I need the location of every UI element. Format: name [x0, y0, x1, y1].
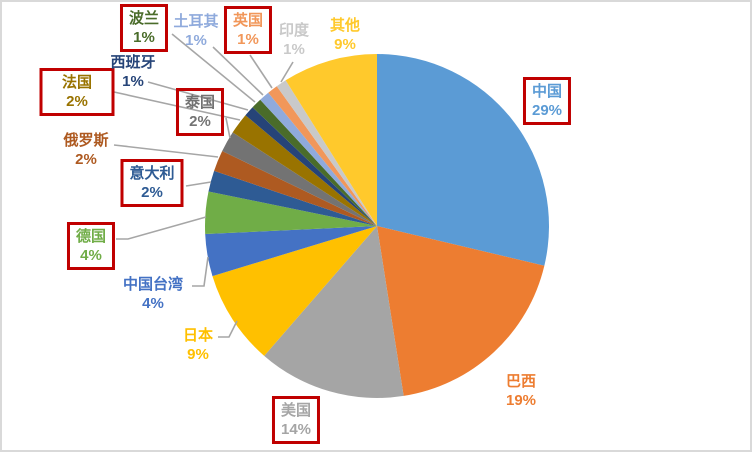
pie-slice-india[interactable]	[276, 80, 377, 226]
pie-slice-brazil[interactable]	[377, 226, 545, 396]
leader-line-italy	[185, 181, 212, 187]
pie-slice-japan[interactable]	[212, 226, 377, 356]
leader-line-france	[113, 91, 241, 121]
pie-slice-france[interactable]	[232, 115, 377, 226]
pie-slice-spain[interactable]	[245, 107, 377, 226]
leader-line-poland	[171, 33, 256, 103]
pie-slice-usa[interactable]	[264, 226, 404, 398]
pie-slice-taiwan-china[interactable]	[205, 226, 377, 277]
leader-line-thailand	[225, 117, 231, 139]
leader-line-spain	[147, 81, 249, 111]
leader-line-taiwan-china	[192, 256, 209, 287]
pie-slice-china[interactable]	[377, 54, 549, 266]
leader-line-russia	[113, 144, 219, 158]
pie-slice-italy[interactable]	[208, 170, 378, 226]
pie-slice-other[interactable]	[285, 53, 377, 226]
leader-line-germany	[116, 216, 207, 240]
leader-line-uk	[249, 54, 273, 89]
pie-slice-germany[interactable]	[205, 191, 377, 235]
pie-slice-uk[interactable]	[268, 86, 377, 226]
pie-slice-poland[interactable]	[252, 99, 377, 226]
pie-slice-thailand[interactable]	[222, 132, 377, 226]
leader-line-turkey	[212, 46, 264, 96]
leader-line-india	[280, 61, 294, 83]
pie-slice-turkey[interactable]	[260, 92, 377, 226]
leader-line-japan	[218, 320, 238, 338]
pie-slice-russia[interactable]	[214, 151, 377, 226]
